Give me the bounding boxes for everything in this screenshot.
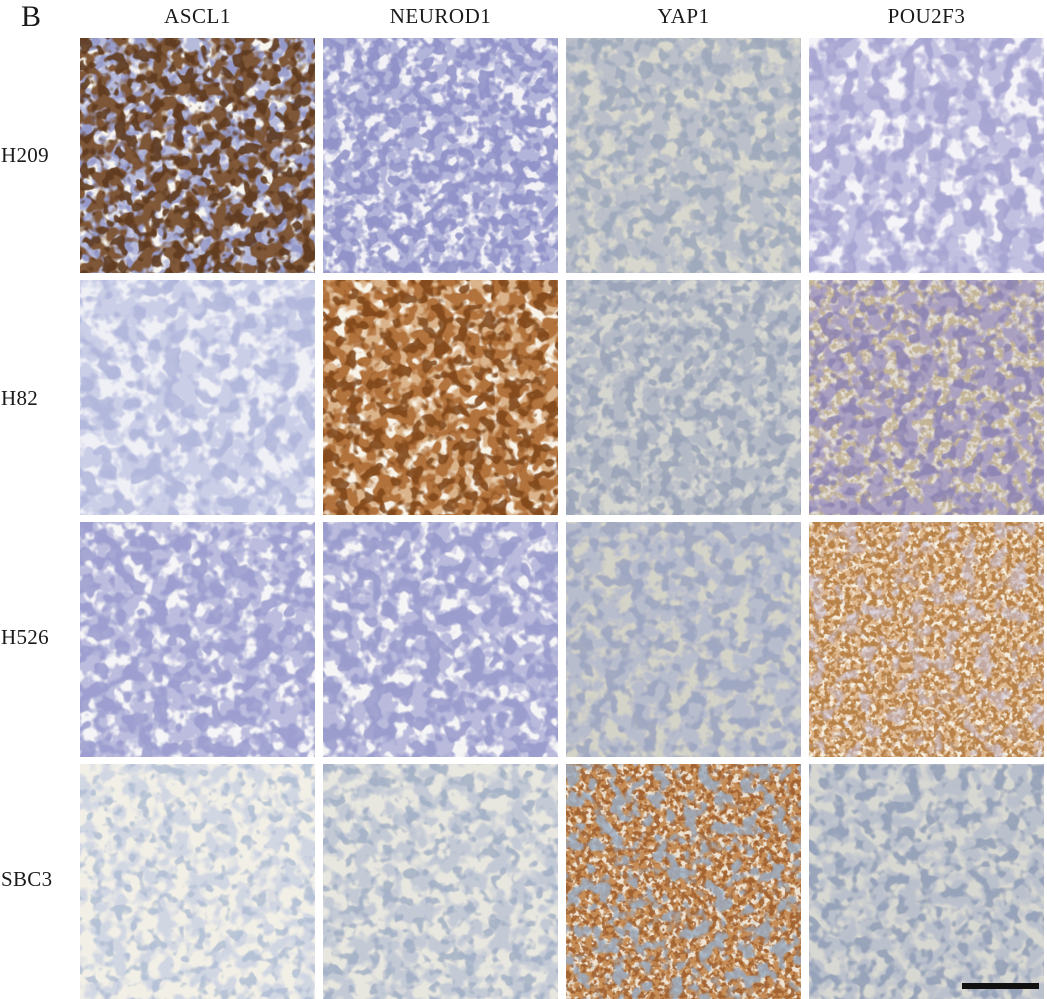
row-label-h209: H209 <box>1 143 49 167</box>
column-header-ascl1: ASCL1 <box>164 4 231 28</box>
ihc-image-sbc3-ascl1 <box>80 764 315 999</box>
ihc-image-sbc3-neurod1 <box>323 764 558 999</box>
ihc-image-h526-ascl1 <box>80 522 315 757</box>
ihc-image-h209-pou2f3 <box>809 38 1044 273</box>
column-header-yap1: YAP1 <box>657 4 710 28</box>
ihc-image-h82-ascl1 <box>80 280 315 515</box>
ihc-image-grid <box>80 38 1044 999</box>
ihc-image-h209-neurod1 <box>323 38 558 273</box>
ihc-image-h82-yap1 <box>566 280 801 515</box>
column-header-neurod1: NEUROD1 <box>389 4 492 28</box>
panel-label: B <box>21 0 42 33</box>
ihc-image-h82-neurod1 <box>323 280 558 515</box>
column-header-pou2f3: POU2F3 <box>887 4 966 28</box>
row-label-h82: H82 <box>1 386 39 410</box>
scale-bar <box>962 983 1039 989</box>
row-label-sbc3: SBC3 <box>1 867 53 891</box>
ihc-image-sbc3-yap1 <box>566 764 801 999</box>
ihc-image-h82-pou2f3 <box>809 280 1044 515</box>
ihc-image-h526-neurod1 <box>323 522 558 757</box>
row-label-h526: H526 <box>1 625 49 649</box>
ihc-image-h526-pou2f3 <box>809 522 1044 757</box>
ihc-image-sbc3-pou2f3 <box>809 764 1044 999</box>
ihc-image-h209-yap1 <box>566 38 801 273</box>
ihc-image-h526-yap1 <box>566 522 801 757</box>
ihc-image-h209-ascl1 <box>80 38 315 273</box>
